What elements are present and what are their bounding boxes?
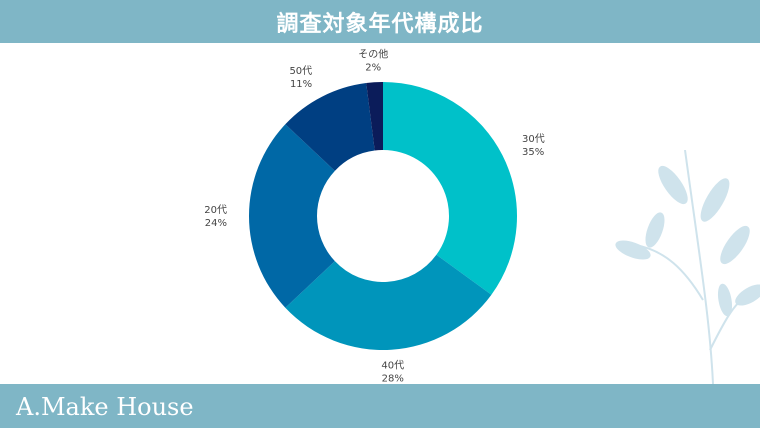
slice-30代 — [383, 82, 517, 295]
slice-value-label: 11% — [290, 79, 312, 90]
slice-category-label: 20代 — [204, 204, 227, 216]
slices — [249, 82, 517, 350]
slice-category-label: その他 — [358, 47, 388, 60]
slice-value-label: 24% — [205, 218, 227, 229]
title-bar: 調査対象年代構成比 — [0, 0, 760, 43]
slice-20代 — [249, 124, 335, 308]
slice-category-label: 30代 — [522, 133, 545, 145]
slice-value-label: 35% — [522, 147, 544, 158]
slice-category-label: 50代 — [289, 65, 312, 77]
slice-value-label: 28% — [382, 374, 404, 384]
brand-name: A.Make House — [16, 393, 194, 421]
slice-category-label: 40代 — [381, 360, 404, 372]
slice-その他 — [366, 82, 383, 151]
slice-label: その他 2% — [358, 47, 388, 73]
footer-bar: A.Make House — [0, 384, 760, 428]
chart-title: 調査対象年代構成比 — [276, 11, 484, 37]
slice-value-label: 2% — [365, 62, 381, 73]
slice-50代 — [285, 83, 375, 171]
plant-decoration — [615, 150, 760, 384]
slice-40代 — [285, 254, 492, 350]
